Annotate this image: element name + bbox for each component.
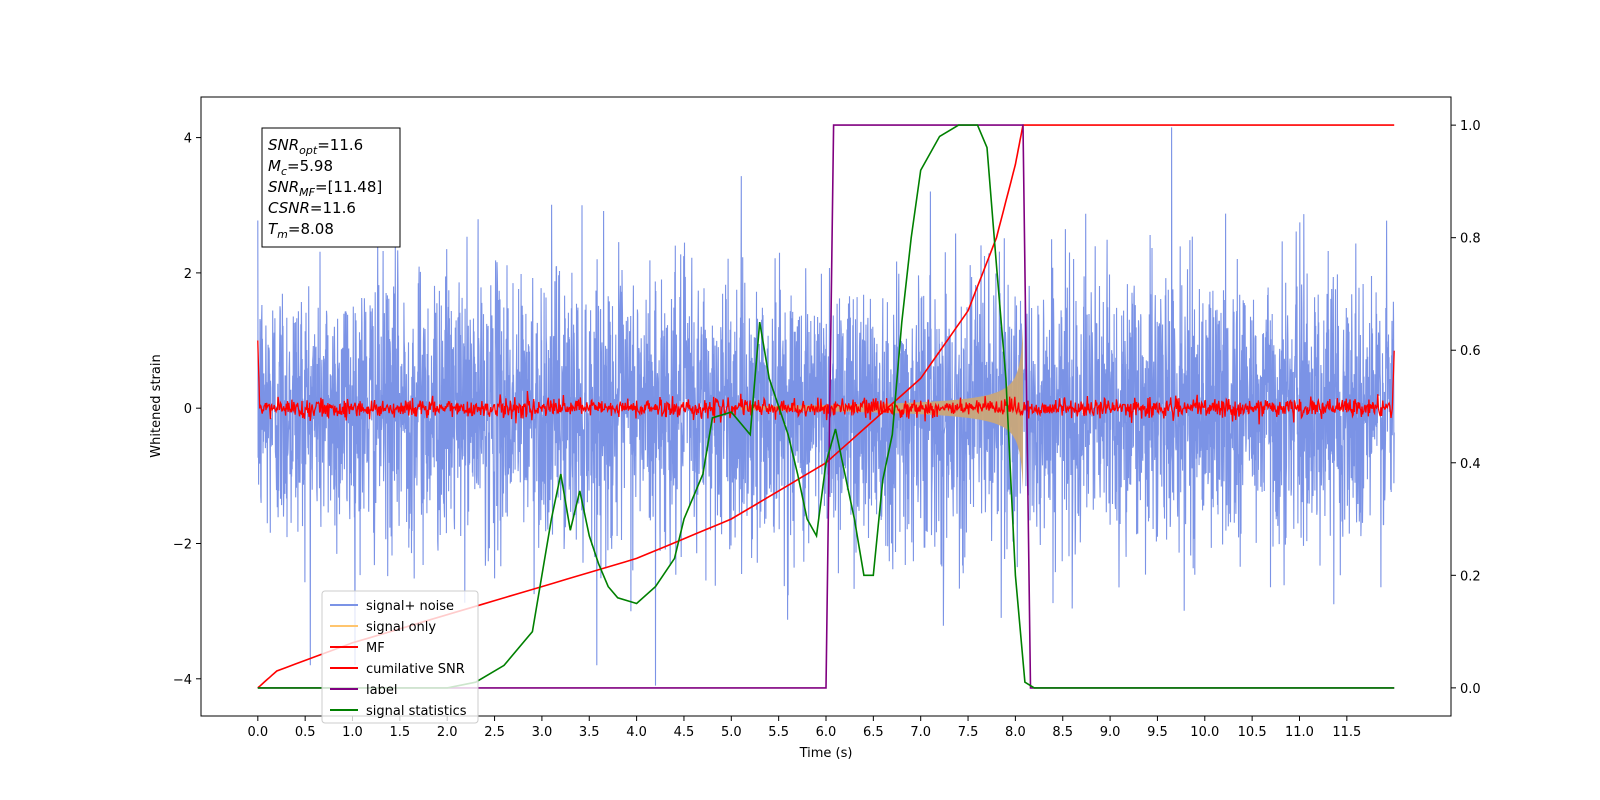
- x-tick-label: 10.5: [1238, 725, 1267, 740]
- legend-label: signal+ noise: [366, 599, 454, 614]
- x-axis-label: Time (s): [799, 746, 853, 761]
- legend-entry: signal+ noise: [330, 599, 454, 614]
- legend-entry: MF: [330, 641, 385, 656]
- series-mf: [257, 340, 1395, 425]
- y2-tick-label: 0.2: [1460, 569, 1481, 584]
- y2-tick-label: 0.4: [1460, 457, 1481, 472]
- legend: signal+ noise signal only MF cumilative SNR…: [321, 590, 479, 724]
- x-tick-label: 9.5: [1147, 725, 1168, 740]
- legend-entry: signal statistics: [330, 704, 467, 719]
- y-tick-label: −2: [173, 537, 192, 552]
- legend-frame: [321, 590, 479, 724]
- x-tick-label: 10.0: [1190, 725, 1219, 740]
- x-tick-label: 8.5: [1052, 725, 1073, 740]
- x-tick-label: 2.0: [437, 725, 458, 740]
- legend-label: MF: [366, 641, 385, 656]
- x-tick-label: 11.0: [1285, 725, 1314, 740]
- x-tick-label: 4.5: [674, 725, 695, 740]
- series-signal-statistics-line: [257, 124, 1395, 689]
- annotation-frame: [261, 127, 401, 248]
- x-tick-label: 3.0: [532, 725, 553, 740]
- y2-tick-label: 1.0: [1460, 119, 1481, 134]
- y-tick-label: −4: [173, 673, 192, 688]
- y-tick-label: 2: [184, 267, 192, 282]
- x-tick-label: 0.5: [295, 725, 316, 740]
- legend-entry: signal only: [330, 620, 436, 635]
- x-tick-label: 6.0: [816, 725, 837, 740]
- y2-tick-label: 0.6: [1460, 344, 1481, 359]
- x-tick-label: 7.5: [958, 725, 979, 740]
- x-tick-label: 11.5: [1332, 725, 1361, 740]
- legend-label: signal statistics: [366, 704, 467, 719]
- y-axis-left: 4 2 0 −2 −4: [173, 132, 201, 688]
- y-tick-label: 0: [184, 402, 192, 417]
- legend-label: signal only: [366, 620, 436, 635]
- y2-tick-label: 0.0: [1460, 682, 1481, 697]
- x-tick-label: 6.5: [863, 725, 884, 740]
- x-tick-label: 3.5: [579, 725, 600, 740]
- annotation-line: SNRopt=11.6: [268, 136, 363, 157]
- x-tick-label: 4.0: [626, 725, 647, 740]
- x-tick-label: 5.5: [768, 725, 789, 740]
- y-tick-label: 4: [184, 132, 192, 147]
- annotation-line: CSNR=11.6: [268, 199, 356, 217]
- annotation-line: Tm=8.08: [268, 220, 334, 241]
- x-tick-label: 7.0: [910, 725, 931, 740]
- x-tick-label: 9.0: [1100, 725, 1121, 740]
- annotation-line: SNRMF=[11.48]: [268, 178, 382, 199]
- y-axis-label: Whitened strain: [149, 354, 164, 457]
- x-tick-label: 2.5: [484, 725, 505, 740]
- legend-label: label: [366, 683, 397, 698]
- y-axis-right: 1.0 0.8 0.6 0.4 0.2 0.0: [1451, 119, 1481, 697]
- legend-entry: cumilative SNR: [330, 662, 465, 677]
- series-signal-statistics: [257, 124, 1395, 689]
- x-tick-label: 0.0: [247, 725, 268, 740]
- legend-entry: label: [330, 683, 397, 698]
- x-tick-label: 1.5: [390, 725, 411, 740]
- x-axis: 0.0 0.5 1.0 1.5 2.0 2.5 3.0 3.5 4.0 4.5 5.0 5.5 6.0 6…: [247, 716, 1361, 740]
- legend-label: cumilative SNR: [366, 662, 465, 677]
- y2-tick-label: 0.8: [1460, 232, 1481, 247]
- annotation-line: Mc=5.98: [268, 157, 333, 178]
- mf-line: [257, 340, 1395, 425]
- x-tick-label: 5.0: [721, 725, 742, 740]
- annotation-box: SNRopt=11.6Mc=5.98SNRMF=[11.48]CSNR=11.6…: [261, 127, 401, 248]
- x-tick-label: 1.0: [342, 725, 363, 740]
- x-tick-label: 8.0: [1005, 725, 1026, 740]
